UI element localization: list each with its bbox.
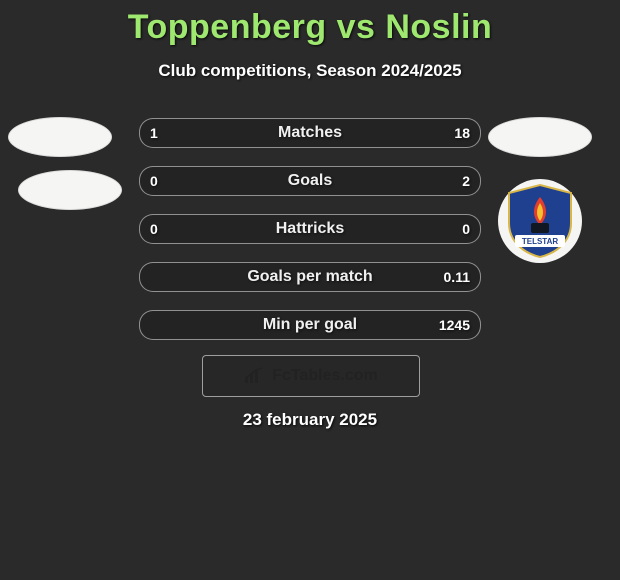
update-date: 23 february 2025 — [0, 410, 620, 430]
stat-label: Matches — [140, 124, 480, 142]
stat-row: Goals per match 0.11 — [139, 262, 481, 292]
stat-left-value: 0 — [150, 173, 158, 189]
page-subtitle: Club competitions, Season 2024/2025 — [0, 61, 620, 81]
page-title: Toppenberg vs Noslin — [0, 0, 620, 47]
stat-row: 1 Matches 18 — [139, 118, 481, 148]
source-logo: FcTables.com — [202, 355, 420, 397]
bars-icon — [244, 367, 266, 385]
stats-rows: 1 Matches 18 0 Goals 2 0 Hattricks 0 Goa… — [0, 118, 620, 358]
stat-left-value: 1 — [150, 125, 158, 141]
stat-right-value: 0.11 — [444, 269, 470, 285]
stat-right-value: 0 — [462, 221, 470, 237]
stat-row: 0 Hattricks 0 — [139, 214, 481, 244]
stat-left-value: 0 — [150, 221, 158, 237]
stat-right-value: 2 — [462, 173, 470, 189]
stat-right-value: 1245 — [439, 317, 470, 333]
stat-right-value: 18 — [454, 125, 470, 141]
comparison-card: Toppenberg vs Noslin Club competitions, … — [0, 0, 620, 580]
stat-label: Goals per match — [140, 268, 480, 286]
stat-label: Goals — [140, 172, 480, 190]
stat-label: Min per goal — [140, 316, 480, 334]
source-logo-text: FcTables.com — [272, 367, 378, 385]
stat-label: Hattricks — [140, 220, 480, 238]
stat-row: Min per goal 1245 — [139, 310, 481, 340]
stat-row: 0 Goals 2 — [139, 166, 481, 196]
